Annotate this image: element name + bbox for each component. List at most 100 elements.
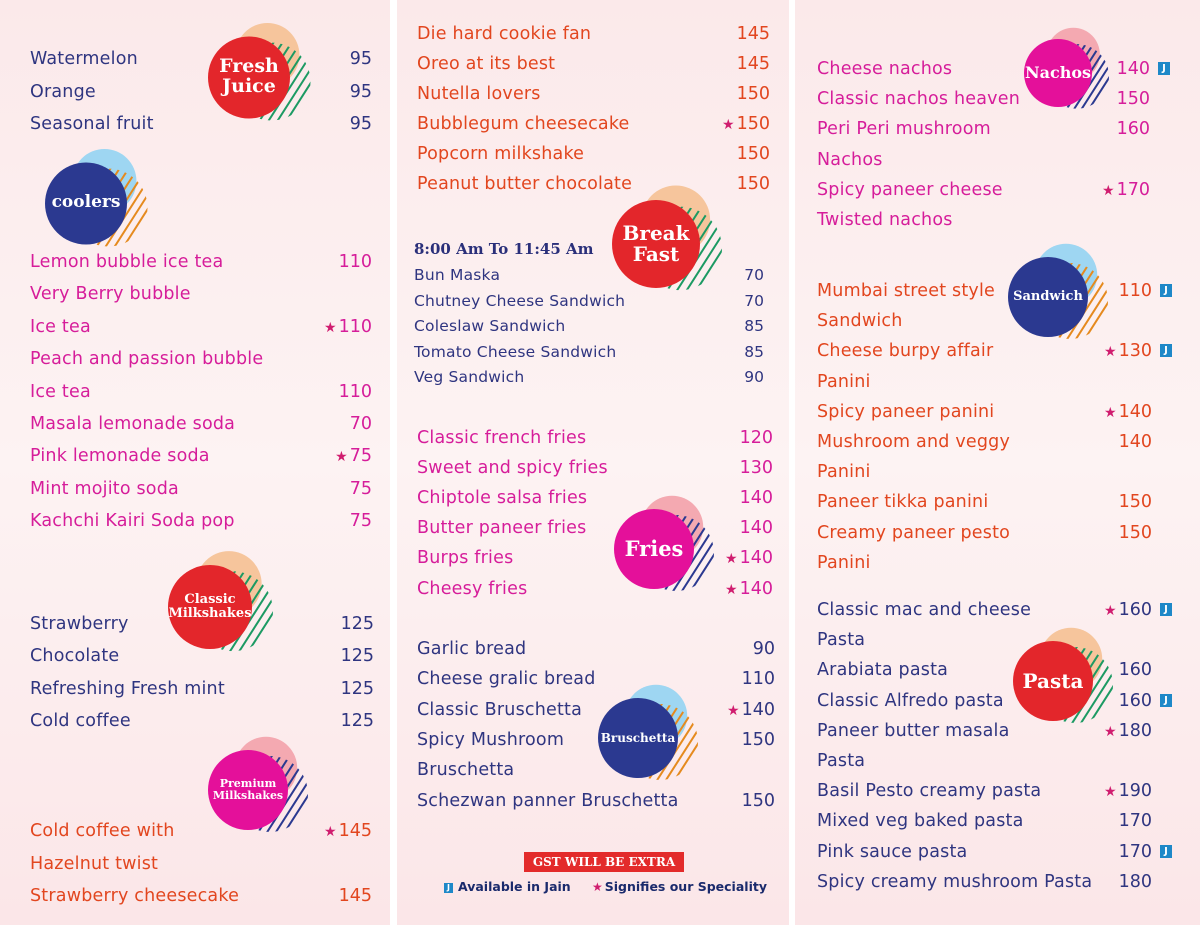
- badge-label: Fries: [614, 537, 694, 560]
- menu-item-name: Panini: [817, 371, 871, 392]
- menu-item-name: Tomato Cheese Sandwich: [414, 342, 617, 361]
- menu-item-price: 95: [350, 81, 372, 103]
- jain-icon: J: [1160, 693, 1172, 707]
- menu-item-price: 140: [1119, 431, 1152, 453]
- menu-item-name: Popcorn milkshake: [417, 144, 585, 164]
- menu-item-name: Cheese gralic bread: [417, 669, 596, 690]
- price-value: 140: [739, 518, 773, 539]
- badge-graphic: [168, 551, 273, 652]
- badge-label: Nachos: [1024, 64, 1092, 82]
- menu-item-name: Cheese nachos: [817, 59, 953, 79]
- badge-premium-milkshakes: Premium Milkshakes: [208, 730, 328, 850]
- menu-item-name: Coleslaw Sandwich: [414, 317, 566, 335]
- menu-item-price: 160: [1119, 659, 1152, 681]
- badge-label: Break Fast: [612, 223, 700, 265]
- menu-item-price: ★ 190: [1104, 780, 1152, 803]
- star-icon: ★: [1104, 723, 1117, 740]
- price-value: 70: [744, 266, 764, 284]
- menu-item-price: 140: [1117, 58, 1150, 80]
- badge-label-line: Premium: [219, 777, 277, 791]
- badge-main-circle: [168, 565, 252, 649]
- menu-item-price: 160: [1119, 690, 1152, 712]
- badge-main-circle: [1024, 39, 1092, 107]
- price-value: 95: [349, 81, 372, 102]
- badge-main-circle: [45, 162, 127, 244]
- menu-item-price: 90: [753, 638, 775, 660]
- menu-item-name: Ice tea: [30, 381, 91, 402]
- badge-graphic: [1013, 627, 1113, 723]
- star-icon: ★: [725, 581, 738, 598]
- menu-item-name: Hazelnut twist: [30, 853, 159, 874]
- badge-label: Classic Milkshakes: [168, 593, 252, 620]
- star-icon: ★: [1104, 404, 1117, 421]
- menu-item-name: Strawberry: [30, 614, 129, 634]
- jain-icon: J: [1160, 603, 1172, 616]
- menu-item-price: 110: [742, 668, 775, 690]
- menu-item-price: ★ 110: [324, 316, 372, 339]
- menu-item-price: ★ 180: [1104, 720, 1152, 743]
- price-value: 140: [1118, 401, 1152, 422]
- menu-item-name: Arabiata pasta: [817, 660, 949, 681]
- menu-item-name: Chutney Cheese Sandwich: [414, 291, 626, 310]
- menu-item-price: ★ 170: [1102, 179, 1150, 202]
- menu-item-name: Creamy paneer pesto: [817, 522, 1011, 543]
- menu-item-name: Lemon bubble ice tea: [30, 252, 224, 272]
- menu-item-name: Strawberry cheesecake: [30, 886, 240, 906]
- menu-item-name: Masala lemonade soda: [30, 414, 236, 434]
- menu-item-name: Ice tea: [30, 316, 91, 337]
- jain-icon: J: [1158, 62, 1170, 75]
- badge-main-circle: [1013, 641, 1093, 721]
- badge-nachos: Nachos: [1024, 22, 1126, 124]
- star-icon: ★: [1102, 182, 1115, 199]
- price-value: 90: [752, 639, 775, 659]
- menu-item-price: 160: [1117, 118, 1150, 140]
- badge-fries: Fries: [614, 489, 734, 609]
- badge-breakfast: Break Fast: [612, 178, 744, 310]
- menu-item-price: ★ 145: [324, 820, 372, 843]
- price-value: 150: [741, 790, 775, 811]
- price-value: 70: [349, 414, 372, 434]
- price-value: 95: [349, 114, 372, 134]
- badge-label: Sandwich: [1008, 290, 1088, 304]
- price-value: 180: [1118, 720, 1152, 741]
- menu-item-name: Bruschetta: [417, 760, 515, 781]
- star-icon: ★: [335, 449, 348, 466]
- price-value: 140: [1118, 432, 1152, 452]
- menu-item-price: 150: [1119, 491, 1152, 513]
- price-value: 110: [338, 252, 372, 272]
- menu-item-price: 70: [350, 413, 372, 435]
- price-value: 145: [736, 24, 770, 44]
- menu-item-name: Chocolate: [30, 646, 120, 667]
- menu-item-price: ★ 130: [1104, 340, 1152, 363]
- badge-label: Bruschetta: [598, 732, 678, 745]
- badge-classic-milkshakes: Classic Milkshakes: [168, 544, 294, 670]
- price-value: 110: [338, 381, 372, 402]
- menu-item-name: Spicy Mushroom: [417, 729, 565, 750]
- price-value: 160: [1116, 119, 1150, 140]
- price-value: 130: [739, 458, 773, 479]
- jain-icon: J: [1160, 344, 1172, 358]
- price-value: 75: [349, 511, 372, 532]
- menu-item-price: 145: [339, 885, 372, 907]
- price-value: 140: [741, 699, 775, 720]
- price-value: 145: [338, 886, 372, 906]
- menu-item-name: Cheese burpy affair: [817, 341, 994, 362]
- menu-item-price: 70: [744, 264, 764, 286]
- menu-item-price: 85: [744, 341, 764, 363]
- menu-item-price: 150: [742, 729, 775, 751]
- badge-graphic: [208, 736, 308, 832]
- price-value: 110: [1118, 281, 1152, 301]
- price-value: 70: [744, 291, 764, 310]
- menu-item-name: Cold coffee: [30, 710, 131, 731]
- menu-item-price: 170: [1119, 841, 1152, 863]
- price-value: 145: [338, 821, 372, 841]
- menu-item-price: 170: [1119, 810, 1152, 832]
- badge-label-line: Sandwich: [1013, 289, 1083, 305]
- menu-item-price: ★ 140: [725, 547, 773, 570]
- badge-sandwich: Sandwich: [1008, 237, 1128, 357]
- menu-item-name: Panini: [817, 552, 871, 573]
- price-value: 125: [340, 614, 374, 634]
- menu-item-name: Twisted nachos: [817, 210, 953, 230]
- menu-item-name: Basil Pesto creamy pasta: [817, 781, 1042, 802]
- badge-graphic: [614, 495, 714, 591]
